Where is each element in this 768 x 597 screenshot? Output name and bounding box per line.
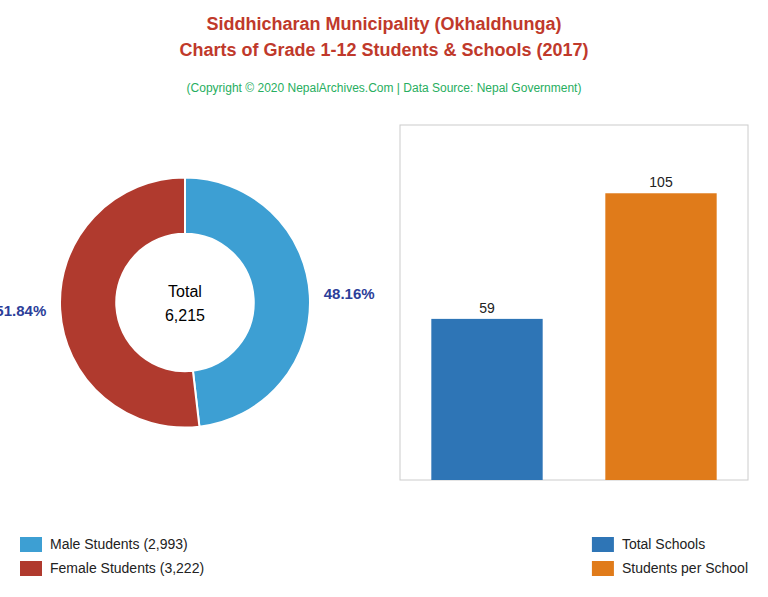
data-label: 59 bbox=[479, 300, 495, 316]
bar bbox=[605, 193, 716, 480]
donut-slice bbox=[60, 178, 199, 428]
donut bbox=[60, 178, 310, 428]
plot-frame bbox=[400, 125, 748, 480]
legend-label: Male Students (2,993) bbox=[50, 536, 188, 552]
title: Charts of Grade 1-12 Students & Schools … bbox=[179, 40, 588, 60]
legend: Total Schools Students per School bbox=[592, 536, 748, 576]
chart-root: Siddhicharan Municipality (Okhaldhunga) C… bbox=[0, 0, 768, 597]
title: Siddhicharan Municipality (Okhaldhunga) bbox=[206, 14, 561, 34]
data-label: 105 bbox=[649, 174, 673, 190]
donut-slice bbox=[185, 178, 310, 427]
bar bbox=[431, 319, 542, 480]
legend-label: Total Schools bbox=[622, 536, 705, 552]
center-label: Total bbox=[168, 283, 202, 300]
legend-swatch bbox=[20, 561, 42, 576]
subtitle: (Copyright © 2020 NepalArchives.Com | Da… bbox=[187, 81, 582, 95]
legend-swatch bbox=[592, 537, 614, 552]
center-label: 6,215 bbox=[165, 307, 205, 324]
legend-swatch bbox=[20, 537, 42, 552]
data-label: 51.84% bbox=[0, 302, 46, 319]
bars bbox=[431, 193, 716, 480]
legend-label: Students per School bbox=[622, 560, 748, 576]
background bbox=[0, 0, 768, 597]
legend: Male Students (2,993) Female Students (3,… bbox=[20, 536, 204, 576]
legend-label: Female Students (3,222) bbox=[50, 560, 204, 576]
data-label: 48.16% bbox=[324, 285, 375, 302]
legend-swatch bbox=[592, 561, 614, 576]
